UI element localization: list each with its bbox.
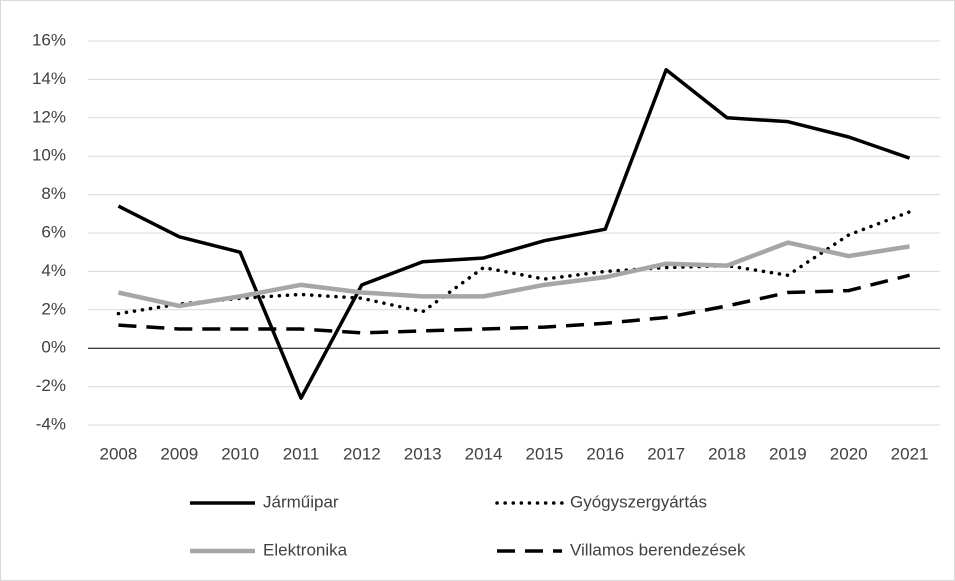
- x-tick-label: 2009: [160, 444, 198, 463]
- series-line: [118, 273, 910, 335]
- x-tick-label: 2018: [708, 444, 746, 463]
- x-tick-label: 2011: [283, 444, 320, 463]
- x-tick-label: 2013: [404, 444, 442, 463]
- y-tick-label: 2%: [41, 299, 66, 318]
- y-tick-label: 16%: [32, 30, 66, 49]
- x-tick-label: 2016: [586, 444, 624, 463]
- y-tick-label: 10%: [32, 146, 66, 165]
- y-tick-label: -2%: [36, 376, 66, 395]
- legend-label: Gyógyszergyártás: [570, 492, 707, 511]
- legend-label: Elektronika: [263, 540, 348, 559]
- x-tick-label: 2014: [465, 444, 503, 463]
- x-tick-label: 2019: [769, 444, 807, 463]
- y-tick-label: 12%: [32, 107, 66, 126]
- legend-label: Járműipar: [263, 492, 339, 511]
- x-tick-label: 2015: [526, 444, 564, 463]
- x-tick-label: 2021: [891, 444, 929, 463]
- series-line: [117, 68, 911, 400]
- x-tick-label: 2012: [343, 444, 381, 463]
- legend-label: Villamos berendezések: [570, 540, 746, 559]
- x-tick-label: 2010: [221, 444, 259, 463]
- series-line: [116, 210, 912, 316]
- x-tick-label: 2017: [647, 444, 685, 463]
- x-tick-label: 2008: [100, 444, 138, 463]
- x-tick-label: 2020: [830, 444, 868, 463]
- y-tick-label: -4%: [36, 414, 66, 433]
- y-tick-label: 8%: [41, 184, 66, 203]
- y-tick-label: 6%: [41, 222, 66, 241]
- series-line: [117, 240, 910, 309]
- y-tick-label: 14%: [32, 69, 66, 88]
- y-tick-label: 0%: [41, 338, 66, 357]
- y-tick-label: 4%: [41, 261, 66, 280]
